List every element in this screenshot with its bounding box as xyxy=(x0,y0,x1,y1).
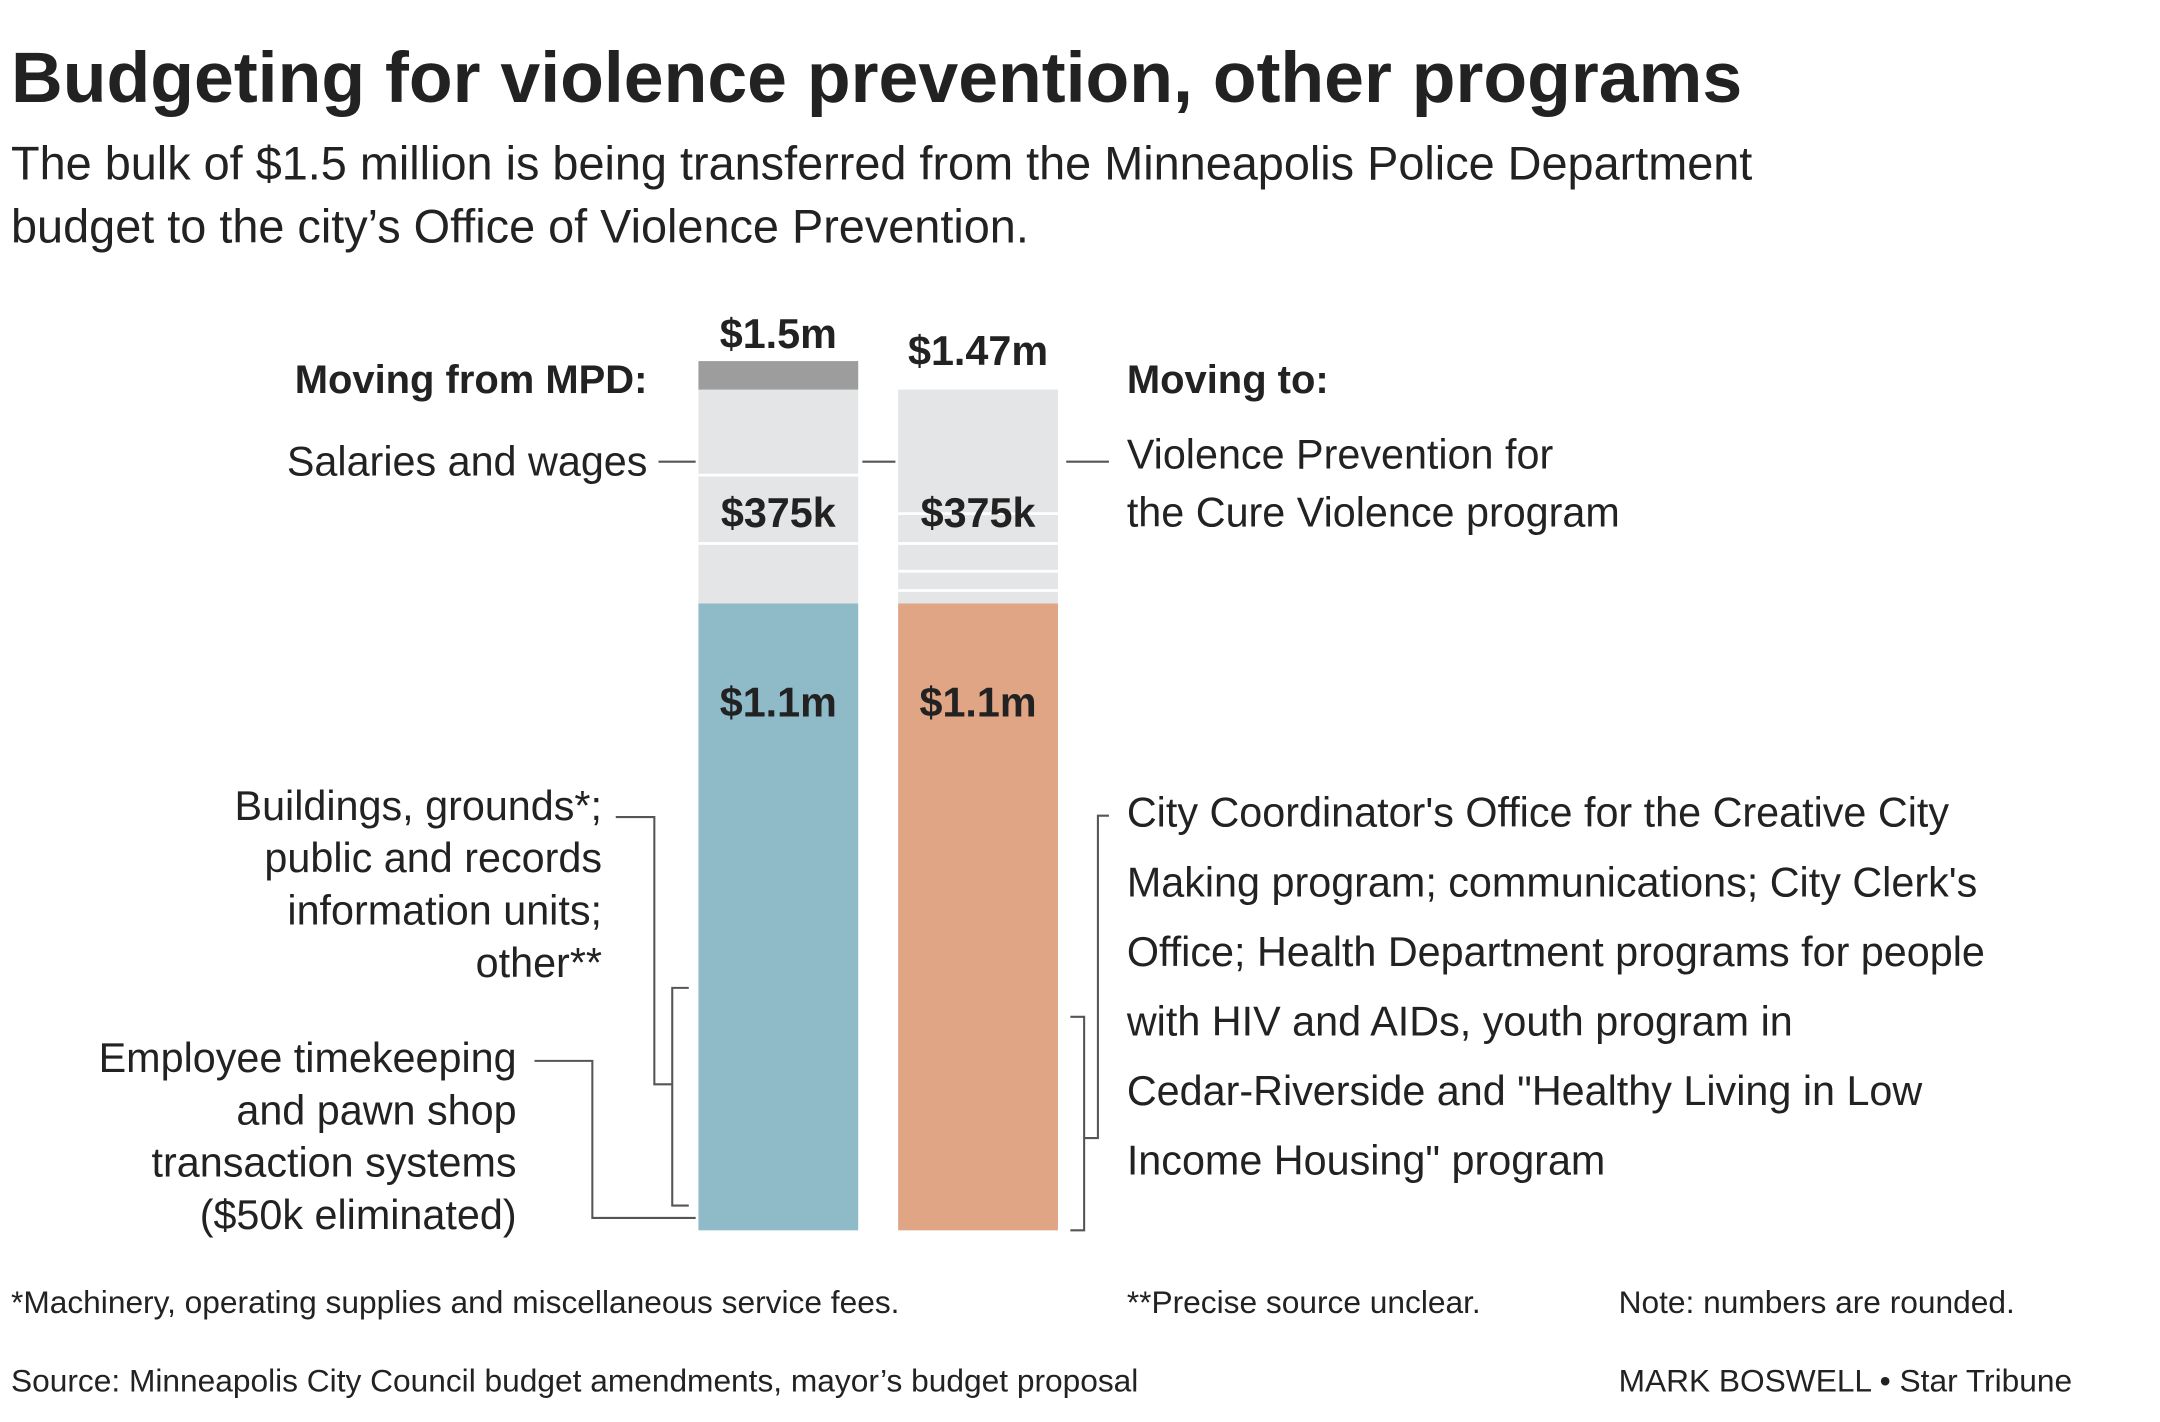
footnote: *Machinery, operating supplies and misce… xyxy=(11,1284,899,1320)
segment-label: Employee timekeeping xyxy=(99,1035,517,1081)
bar-segment xyxy=(698,389,859,604)
segment-label: Buildings, grounds*; xyxy=(235,783,602,829)
total-label: $1.5m xyxy=(720,311,837,357)
segment-label: Salaries and wages xyxy=(287,438,648,484)
segment-label: ($50k eliminated) xyxy=(200,1192,517,1238)
segment-label: with HIV and AIDs, youth program in xyxy=(1126,998,1793,1044)
value-label: $375k xyxy=(921,490,1037,536)
footnote: **Precise source unclear. xyxy=(1127,1284,1481,1320)
connectors xyxy=(534,460,1109,1232)
bar-segment xyxy=(698,361,859,390)
segment-label: other** xyxy=(476,940,602,986)
bar-segment xyxy=(898,603,1058,1231)
segment-label: public and records xyxy=(264,835,602,881)
segment-label: Cedar-Riverside and "Healthy Living in L… xyxy=(1127,1068,1923,1114)
segment-label: information units; xyxy=(287,888,602,934)
footnote: Note: numbers are rounded. xyxy=(1619,1284,2015,1320)
value-label: $1.1m xyxy=(919,679,1036,725)
value-label: $375k xyxy=(721,490,837,536)
segment-label: Office; Health Department programs for p… xyxy=(1127,929,1985,975)
segment-label: transaction systems xyxy=(152,1140,517,1186)
value-label: $1.1m xyxy=(720,679,837,725)
segment-label: Making program; communications; City Cle… xyxy=(1127,859,1977,905)
chart-title: Budgeting for violence prevention, other… xyxy=(11,38,1742,118)
segment-label: City Coordinator's Office for the Creati… xyxy=(1127,790,1950,836)
subtitle: budget to the city’s Office of Violence … xyxy=(11,201,1029,253)
total-label: $1.47m xyxy=(908,328,1048,374)
bar-heading: Moving from MPD: xyxy=(295,358,648,402)
credit: MARK BOSWELL • Star Tribune xyxy=(1619,1363,2072,1399)
bar-segment xyxy=(898,389,1058,604)
bar-heading: Moving to: xyxy=(1127,358,1329,402)
subtitle: The bulk of $1.5 million is being transf… xyxy=(11,137,1752,189)
bar-segment xyxy=(698,603,859,1231)
segment-label: the Cure Violence program xyxy=(1127,489,1620,535)
segment-label: and pawn shop xyxy=(236,1087,516,1133)
segment-label: Income Housing" program xyxy=(1127,1138,1606,1184)
source: Source: Minneapolis City Council budget … xyxy=(11,1363,1138,1399)
segment-label: Violence Prevention for xyxy=(1127,432,1554,478)
